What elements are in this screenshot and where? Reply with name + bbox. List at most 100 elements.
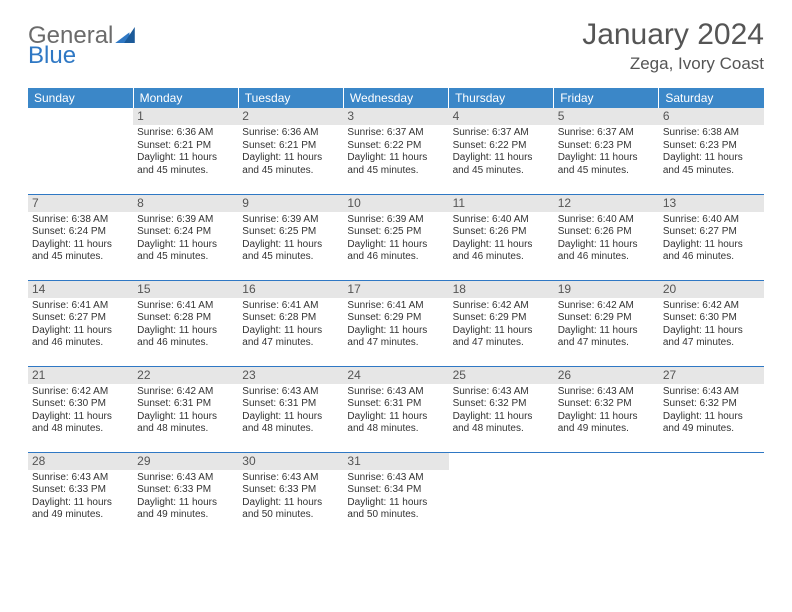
calendar-body: 1Sunrise: 6:36 AMSunset: 6:21 PMDaylight…: [28, 108, 764, 538]
daylight-text: Daylight: 11 hours: [242, 152, 339, 165]
calendar-day-cell: 24Sunrise: 6:43 AMSunset: 6:31 PMDayligh…: [343, 366, 448, 452]
logo: GeneralBlue: [28, 18, 135, 68]
daylight-text: Daylight: 11 hours: [453, 325, 550, 338]
day-number: 1: [133, 108, 238, 125]
day-number: 3: [343, 108, 448, 125]
daylight-text: Daylight: 11 hours: [242, 325, 339, 338]
day-number: 16: [238, 281, 343, 298]
daylight-text: and 47 minutes.: [453, 337, 550, 350]
month-title: January 2024: [582, 18, 764, 52]
daylight-text: Daylight: 11 hours: [347, 325, 444, 338]
day-number: 9: [238, 195, 343, 212]
sunset-text: Sunset: 6:21 PM: [137, 140, 234, 153]
day-number: 19: [554, 281, 659, 298]
sunset-text: Sunset: 6:30 PM: [663, 312, 760, 325]
sunset-text: Sunset: 6:23 PM: [663, 140, 760, 153]
sunset-text: Sunset: 6:32 PM: [558, 398, 655, 411]
sunset-text: Sunset: 6:26 PM: [558, 226, 655, 239]
sunrise-text: Sunrise: 6:43 AM: [242, 472, 339, 485]
calendar-day-cell: 29Sunrise: 6:43 AMSunset: 6:33 PMDayligh…: [133, 452, 238, 538]
sunset-text: Sunset: 6:21 PM: [242, 140, 339, 153]
calendar-day-cell: 5Sunrise: 6:37 AMSunset: 6:23 PMDaylight…: [554, 108, 659, 194]
daylight-text: Daylight: 11 hours: [453, 152, 550, 165]
daylight-text: Daylight: 11 hours: [453, 239, 550, 252]
calendar-day-cell: 10Sunrise: 6:39 AMSunset: 6:25 PMDayligh…: [343, 194, 448, 280]
day-number: 8: [133, 195, 238, 212]
sunrise-text: Sunrise: 6:36 AM: [137, 127, 234, 140]
daylight-text: Daylight: 11 hours: [453, 411, 550, 424]
daylight-text: and 48 minutes.: [453, 423, 550, 436]
daylight-text: and 45 minutes.: [453, 165, 550, 178]
sunset-text: Sunset: 6:29 PM: [347, 312, 444, 325]
calendar-day-cell: 16Sunrise: 6:41 AMSunset: 6:28 PMDayligh…: [238, 280, 343, 366]
sunrise-text: Sunrise: 6:38 AM: [32, 214, 129, 227]
daylight-text: Daylight: 11 hours: [347, 152, 444, 165]
daylight-text: Daylight: 11 hours: [558, 325, 655, 338]
sunrise-text: Sunrise: 6:37 AM: [347, 127, 444, 140]
daylight-text: and 50 minutes.: [242, 509, 339, 522]
sunrise-text: Sunrise: 6:41 AM: [137, 300, 234, 313]
sunset-text: Sunset: 6:31 PM: [242, 398, 339, 411]
daylight-text: Daylight: 11 hours: [347, 497, 444, 510]
daylight-text: and 48 minutes.: [242, 423, 339, 436]
day-number: 6: [659, 108, 764, 125]
sunrise-text: Sunrise: 6:43 AM: [453, 386, 550, 399]
sunset-text: Sunset: 6:33 PM: [137, 484, 234, 497]
daylight-text: Daylight: 11 hours: [32, 497, 129, 510]
daylight-text: and 46 minutes.: [558, 251, 655, 264]
calendar-day-cell: 21Sunrise: 6:42 AMSunset: 6:30 PMDayligh…: [28, 366, 133, 452]
header: GeneralBlue January 2024 Zega, Ivory Coa…: [28, 18, 764, 74]
sunrise-text: Sunrise: 6:36 AM: [242, 127, 339, 140]
daylight-text: and 45 minutes.: [347, 165, 444, 178]
daylight-text: and 45 minutes.: [32, 251, 129, 264]
weekday-header: Tuesday: [238, 88, 343, 108]
calendar-day-cell: 23Sunrise: 6:43 AMSunset: 6:31 PMDayligh…: [238, 366, 343, 452]
day-number: 26: [554, 367, 659, 384]
day-number: 25: [449, 367, 554, 384]
calendar-day-cell: 17Sunrise: 6:41 AMSunset: 6:29 PMDayligh…: [343, 280, 448, 366]
day-number: 21: [28, 367, 133, 384]
daylight-text: Daylight: 11 hours: [137, 152, 234, 165]
day-number: 11: [449, 195, 554, 212]
sunrise-text: Sunrise: 6:40 AM: [453, 214, 550, 227]
calendar-week-row: 21Sunrise: 6:42 AMSunset: 6:30 PMDayligh…: [28, 366, 764, 452]
calendar-day-cell: 15Sunrise: 6:41 AMSunset: 6:28 PMDayligh…: [133, 280, 238, 366]
daylight-text: and 49 minutes.: [663, 423, 760, 436]
day-number: 30: [238, 453, 343, 470]
day-number: 15: [133, 281, 238, 298]
sunrise-text: Sunrise: 6:42 AM: [663, 300, 760, 313]
calendar-week-row: 28Sunrise: 6:43 AMSunset: 6:33 PMDayligh…: [28, 452, 764, 538]
weekday-header: Thursday: [449, 88, 554, 108]
daylight-text: and 47 minutes.: [347, 337, 444, 350]
sunrise-text: Sunrise: 6:37 AM: [453, 127, 550, 140]
daylight-text: and 45 minutes.: [242, 165, 339, 178]
sunrise-text: Sunrise: 6:43 AM: [242, 386, 339, 399]
calendar-day-cell: [554, 452, 659, 538]
sunset-text: Sunset: 6:23 PM: [558, 140, 655, 153]
daylight-text: Daylight: 11 hours: [558, 411, 655, 424]
day-number: 7: [28, 195, 133, 212]
calendar-day-cell: 3Sunrise: 6:37 AMSunset: 6:22 PMDaylight…: [343, 108, 448, 194]
daylight-text: Daylight: 11 hours: [558, 239, 655, 252]
day-number: 2: [238, 108, 343, 125]
calendar-week-row: 14Sunrise: 6:41 AMSunset: 6:27 PMDayligh…: [28, 280, 764, 366]
calendar-day-cell: 19Sunrise: 6:42 AMSunset: 6:29 PMDayligh…: [554, 280, 659, 366]
calendar-day-cell: 12Sunrise: 6:40 AMSunset: 6:26 PMDayligh…: [554, 194, 659, 280]
daylight-text: and 45 minutes.: [137, 165, 234, 178]
sunrise-text: Sunrise: 6:42 AM: [453, 300, 550, 313]
sunset-text: Sunset: 6:32 PM: [453, 398, 550, 411]
calendar-day-cell: 9Sunrise: 6:39 AMSunset: 6:25 PMDaylight…: [238, 194, 343, 280]
sunrise-text: Sunrise: 6:43 AM: [137, 472, 234, 485]
daylight-text: and 49 minutes.: [137, 509, 234, 522]
day-number: 20: [659, 281, 764, 298]
sunrise-text: Sunrise: 6:38 AM: [663, 127, 760, 140]
daylight-text: and 49 minutes.: [558, 423, 655, 436]
calendar-day-cell: 22Sunrise: 6:42 AMSunset: 6:31 PMDayligh…: [133, 366, 238, 452]
day-number: 17: [343, 281, 448, 298]
calendar-day-cell: 11Sunrise: 6:40 AMSunset: 6:26 PMDayligh…: [449, 194, 554, 280]
sunrise-text: Sunrise: 6:39 AM: [242, 214, 339, 227]
location: Zega, Ivory Coast: [582, 54, 764, 74]
daylight-text: Daylight: 11 hours: [137, 411, 234, 424]
day-number: 31: [343, 453, 448, 470]
sunrise-text: Sunrise: 6:42 AM: [558, 300, 655, 313]
